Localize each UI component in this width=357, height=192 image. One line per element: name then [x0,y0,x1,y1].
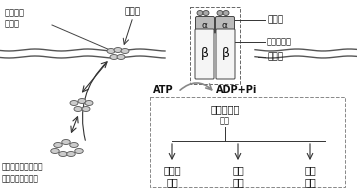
Ellipse shape [54,142,62,147]
Text: 糖原
合成: 糖原 合成 [304,165,316,187]
Ellipse shape [217,11,223,16]
Text: β: β [221,47,230,60]
Ellipse shape [70,100,78,105]
Ellipse shape [67,151,75,156]
Ellipse shape [74,107,82,112]
Ellipse shape [117,55,125,60]
Text: 蛋白质
合成: 蛋白质 合成 [163,165,181,187]
Text: 胰岛素受体: 胰岛素受体 [267,37,292,46]
Text: 葡萄糖转运蛋白贮存
于细胞内的囊泡上: 葡萄糖转运蛋白贮存 于细胞内的囊泡上 [2,162,44,184]
FancyBboxPatch shape [196,17,215,33]
Text: ATP: ATP [153,85,173,95]
Ellipse shape [59,151,67,156]
Text: 脂肪
合成: 脂肪 合成 [232,165,244,187]
Text: α: α [202,21,208,30]
Ellipse shape [114,47,122,52]
Ellipse shape [197,11,203,16]
Ellipse shape [85,100,93,105]
Ellipse shape [82,107,90,112]
Text: 促进: 促进 [220,117,230,126]
Bar [190,7,240,84]
Text: 葡萄糖转
运蛋白: 葡萄糖转 运蛋白 [5,8,25,29]
Text: 细胞膜: 细胞膜 [267,52,283,61]
Ellipse shape [110,55,118,60]
Ellipse shape [121,49,129,54]
Ellipse shape [62,140,70,145]
Ellipse shape [107,49,115,54]
Bar [150,97,345,187]
Text: 胰岛素: 胰岛素 [267,16,283,25]
Text: ADP+Pi: ADP+Pi [216,85,258,95]
Text: 酶的磷酸化: 酶的磷酸化 [210,104,240,114]
Ellipse shape [51,148,59,153]
FancyBboxPatch shape [216,29,235,79]
FancyBboxPatch shape [195,29,214,79]
Ellipse shape [203,11,209,16]
Text: α: α [222,21,228,30]
Text: 葡萄糖: 葡萄糖 [125,7,141,17]
FancyBboxPatch shape [216,17,235,33]
Ellipse shape [75,148,83,153]
Ellipse shape [223,11,229,16]
Text: β: β [201,47,208,60]
Ellipse shape [70,142,78,147]
Ellipse shape [78,98,86,103]
